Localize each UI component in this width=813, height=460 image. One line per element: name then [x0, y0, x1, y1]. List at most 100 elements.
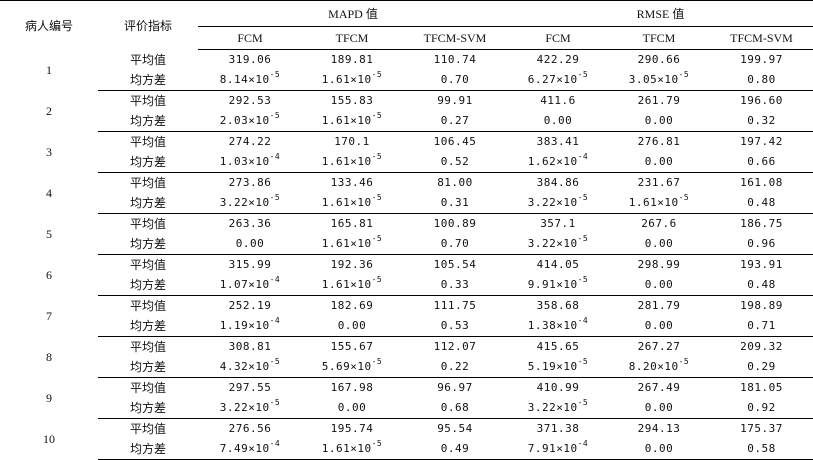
metric-label-variance: 均方差	[98, 275, 198, 296]
variance-mantissa: 3.22	[527, 196, 557, 209]
times-ten-symbol: ×10	[556, 319, 578, 332]
times-ten-symbol: ×10	[657, 196, 679, 209]
mean-value-cell: 411.6	[540, 94, 576, 107]
variance-exponent: -5	[371, 111, 383, 120]
mean-value-cell: 161.08	[740, 176, 783, 189]
variance-exponent: -4	[269, 439, 281, 448]
variance-value-cell: 0.00	[608, 275, 710, 296]
variance-mantissa: 1.03	[219, 155, 249, 168]
variance-mantissa: 3.22	[219, 196, 249, 209]
patient-id-cell: 6	[46, 268, 52, 282]
variance-exponent: -5	[269, 193, 281, 202]
header-metric: 评价指标	[98, 0, 198, 50]
variance-exponent: -5	[577, 70, 589, 79]
variance-value-cell: 1.61×10-5	[608, 193, 710, 214]
table-row-mean: 8 平均值 308.81 155.67 112.07 415.65 267.27 209.32	[0, 337, 813, 364]
header-group-rmse: RMSE 值	[508, 0, 813, 27]
table-row-variance: 均方差 1.07×10-4 1.61×10-5 0.33 9.91×10-5 0.00 0.…	[0, 275, 813, 296]
mean-value-cell: 196.60	[740, 94, 783, 107]
variance-mantissa: 1.61	[321, 278, 351, 291]
variance-value-cell: 0.31	[402, 193, 508, 214]
metric-label-variance: 均方差	[98, 439, 198, 460]
times-ten-symbol: ×10	[248, 155, 270, 168]
variance-mantissa: 1.61	[321, 442, 351, 455]
mean-value-cell: 170.1	[334, 135, 370, 148]
variance-exponent: -5	[678, 70, 690, 79]
variance-exponent: -5	[577, 398, 589, 407]
mean-value-cell: 182.69	[330, 299, 374, 312]
times-ten-symbol: ×10	[556, 196, 578, 209]
table-row-variance: 均方差 4.32×10-5 5.69×10-5 0.22 5.19×10-5 8.20×1…	[0, 357, 813, 378]
variance-exponent: -5	[269, 357, 281, 366]
variance-value-cell: 5.69×10-5	[302, 357, 402, 378]
variance-value-cell: 1.62×10-4	[508, 152, 608, 173]
variance-mantissa: 4.32	[219, 360, 249, 373]
mean-value-cell: 175.37	[740, 422, 783, 435]
times-ten-symbol: ×10	[248, 73, 270, 86]
mean-value-cell: 294.13	[637, 422, 681, 435]
table-row-variance: 均方差 3.22×10-5 1.61×10-5 0.31 3.22×10-5 1.61×1…	[0, 193, 813, 214]
variance-mantissa: 5.19	[527, 360, 557, 373]
mean-value-cell: 358.68	[536, 299, 580, 312]
variance-value-cell: 0.70	[402, 234, 508, 255]
mean-value-cell: 165.81	[330, 217, 374, 230]
patient-id-cell: 7	[46, 309, 52, 323]
table-row-mean: 9 平均值 297.55 167.98 96.97 410.99 267.49 181.05	[0, 378, 813, 405]
header-patient-id: 病人编号	[0, 0, 98, 50]
times-ten-symbol: ×10	[350, 196, 372, 209]
variance-mantissa: 8.20	[628, 360, 658, 373]
variance-exponent: -5	[678, 357, 690, 366]
mean-value-cell: 192.36	[330, 258, 374, 271]
metric-label-variance: 均方差	[98, 193, 198, 214]
variance-mantissa: 1.61	[321, 155, 351, 168]
patient-id-cell: 5	[46, 227, 52, 241]
table-row-variance: 均方差 8.14×10-5 1.61×10-5 0.70 6.27×10-5 3.05×1…	[0, 70, 813, 91]
times-ten-symbol: ×10	[248, 319, 270, 332]
variance-value-cell: 6.27×10-5	[508, 70, 608, 91]
mean-value-cell: 112.07	[433, 340, 477, 353]
times-ten-symbol: ×10	[556, 401, 578, 414]
times-ten-symbol: ×10	[248, 442, 270, 455]
mean-value-cell: 96.97	[437, 381, 473, 394]
variance-exponent: -4	[269, 275, 281, 284]
times-ten-symbol: ×10	[248, 278, 270, 291]
patient-id-cell: 4	[46, 186, 52, 200]
mean-value-cell: 410.99	[536, 381, 580, 394]
variance-exponent: -5	[269, 111, 281, 120]
patient-id-cell: 2	[46, 104, 52, 118]
metric-label-variance: 均方差	[98, 357, 198, 378]
mean-value-cell: 252.19	[228, 299, 272, 312]
variance-value-cell: 0.48	[710, 193, 813, 214]
mean-value-cell: 105.54	[433, 258, 477, 271]
times-ten-symbol: ×10	[556, 442, 578, 455]
variance-value-cell: 5.19×10-5	[508, 357, 608, 378]
mean-value-cell: 357.1	[540, 217, 576, 230]
variance-value-cell: 3.05×10-5	[608, 70, 710, 91]
metric-label-mean: 平均值	[129, 94, 166, 108]
times-ten-symbol: ×10	[350, 278, 372, 291]
variance-mantissa: 1.61	[321, 73, 351, 86]
metric-label-mean: 平均值	[129, 52, 166, 67]
table-row-mean: 2 平均值 292.53 155.83 99.91 411.6 261.79 196.60	[0, 91, 813, 118]
table-body: 1 平均值 319.06 189.81 110.74 422.29 290.66 199.97…	[0, 50, 813, 460]
mean-value-cell: 263.36	[228, 217, 272, 230]
variance-value-cell: 0.00	[302, 398, 402, 419]
variance-exponent: -5	[371, 193, 383, 202]
times-ten-symbol: ×10	[657, 360, 679, 373]
variance-value-cell: 0.00	[198, 234, 302, 255]
header-method-mapd-tfcm-svm: TFCM-SVM	[402, 26, 508, 50]
table-row-variance: 均方差 7.49×10-4 1.61×10-5 0.49 7.91×10-4 0.00 0.…	[0, 439, 813, 460]
variance-value-cell: 1.61×10-5	[302, 439, 402, 460]
mean-value-cell: 315.99	[228, 258, 272, 271]
variance-value-cell: 0.52	[402, 152, 508, 173]
times-ten-symbol: ×10	[350, 73, 372, 86]
mean-value-cell: 308.81	[228, 340, 272, 353]
table-row-variance: 均方差 2.03×10-5 1.61×10-5 0.27 0.00 0.00 0.32	[0, 111, 813, 132]
variance-mantissa: 3.22	[527, 401, 557, 414]
mean-value-cell: 415.65	[536, 340, 580, 353]
variance-value-cell: 0.00	[608, 316, 710, 337]
variance-exponent: -5	[371, 234, 383, 243]
metric-label-variance: 均方差	[98, 152, 198, 173]
mean-value-cell: 209.32	[740, 340, 783, 353]
variance-exponent: -4	[577, 439, 589, 448]
